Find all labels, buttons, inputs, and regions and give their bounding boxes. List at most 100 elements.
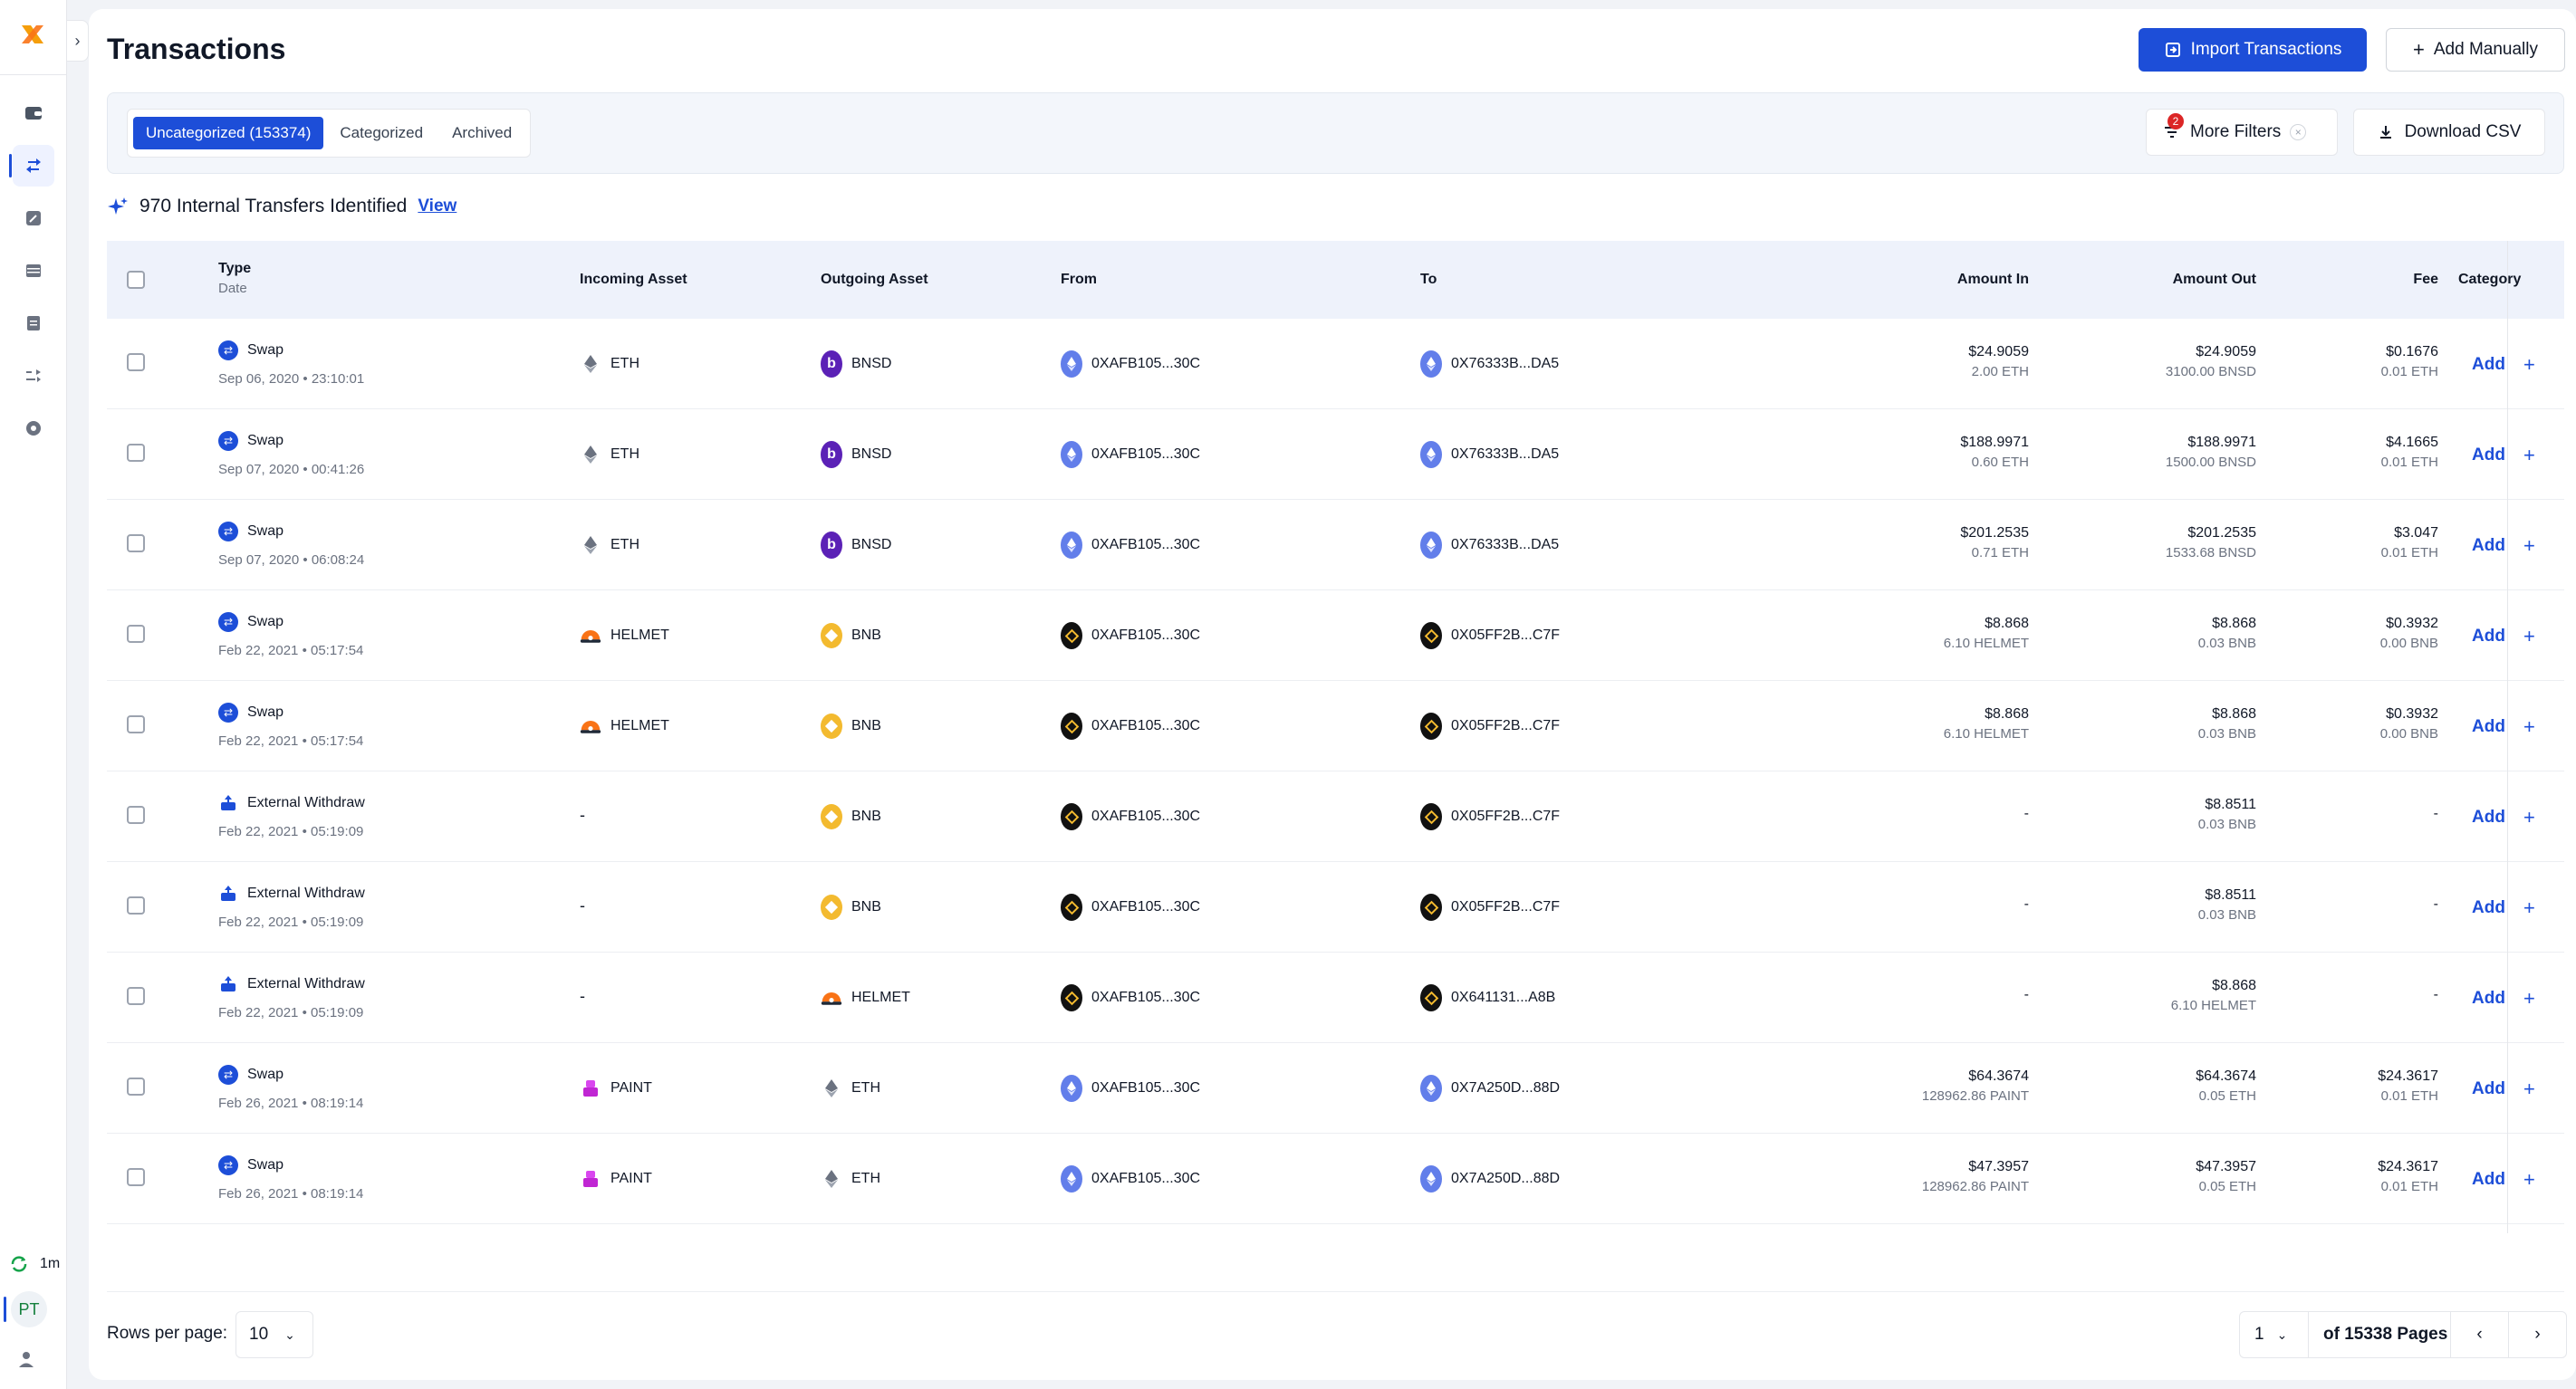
to-address[interactable]: 0X7A250D...88D bbox=[1420, 1165, 1560, 1193]
add-category-button[interactable]: Add + bbox=[2472, 715, 2535, 739]
select-all-checkbox[interactable] bbox=[127, 271, 145, 289]
outgoing-asset: BNB bbox=[821, 714, 881, 739]
rows-per-page-select[interactable]: 10 ⌄ bbox=[235, 1311, 313, 1358]
col-from[interactable]: From bbox=[1061, 272, 1097, 287]
amt-out-value: $8.8511 bbox=[2205, 797, 2256, 812]
table-row[interactable]: External Withdraw Feb 22, 2021 • 05:19:09… bbox=[107, 862, 2564, 953]
tab-archived[interactable]: Archived bbox=[452, 124, 513, 141]
add-category-button[interactable]: Add + bbox=[2472, 625, 2535, 648]
app-logo[interactable] bbox=[18, 20, 47, 49]
table-row[interactable]: ⇄ Swap Feb 22, 2021 • 05:17:54 HELMET BNB 0XA… bbox=[107, 590, 2564, 681]
table-row[interactable]: External Withdraw Feb 22, 2021 • 05:19:09… bbox=[107, 771, 2564, 862]
to-address[interactable]: 0X7A250D...88D bbox=[1420, 1075, 1560, 1102]
amt-in-cell: $64.3674 128962.86 PAINT bbox=[1848, 1068, 2029, 1104]
add-category-button[interactable]: Add + bbox=[2472, 987, 2535, 1011]
tab-uncategorized[interactable]: Uncategorized (153374) bbox=[133, 117, 324, 149]
row-checkbox[interactable] bbox=[127, 806, 145, 824]
to-address[interactable]: 0X05FF2B...C7F bbox=[1420, 803, 1560, 830]
col-amount-out[interactable]: Amount Out bbox=[2172, 272, 2256, 287]
sidebar-collapse-button[interactable]: › bbox=[67, 20, 89, 62]
row-checkbox[interactable] bbox=[127, 353, 145, 371]
table-header: Type Date Incoming Asset Outgoing Asset … bbox=[107, 241, 2564, 319]
row-checkbox[interactable] bbox=[127, 896, 145, 915]
date-label: Feb 22, 2021 • 05:17:54 bbox=[218, 733, 364, 749]
type-label: Swap bbox=[247, 523, 284, 539]
type-label: Swap bbox=[247, 614, 284, 629]
plus-icon: + bbox=[2523, 987, 2535, 1010]
row-checkbox[interactable] bbox=[127, 987, 145, 1005]
amt-in-token: 6.10 HELMET bbox=[1943, 726, 2029, 742]
col-amount-in[interactable]: Amount In bbox=[1956, 272, 2029, 287]
amt-in-token: 128962.86 PAINT bbox=[1921, 1179, 2029, 1194]
table-row[interactable]: ⇄ Swap Feb 26, 2021 • 08:19:14 PAINT ETH 0XAF… bbox=[107, 1134, 2564, 1224]
import-transactions-button[interactable]: Import Transactions bbox=[2139, 28, 2367, 72]
col-outgoing[interactable]: Outgoing Asset bbox=[821, 272, 928, 287]
sidebar-item-transactions[interactable] bbox=[9, 145, 54, 187]
sidebar-item-reports[interactable] bbox=[13, 302, 54, 344]
table-row[interactable]: ⇄ Swap Feb 22, 2021 • 05:17:54 HELMET BNB 0XA… bbox=[107, 681, 2564, 771]
col-type[interactable]: Type Date bbox=[218, 261, 251, 296]
from-address[interactable]: 0XAFB105...30C bbox=[1061, 532, 1200, 559]
add-category-button[interactable]: Add + bbox=[2472, 896, 2535, 920]
col-to[interactable]: To bbox=[1420, 272, 1437, 287]
to-address[interactable]: 0X76333B...DA5 bbox=[1420, 350, 1559, 378]
amt-out-cell: $8.8511 0.03 BNB bbox=[2075, 797, 2256, 832]
tab-categorized[interactable]: Categorized bbox=[340, 124, 424, 141]
to-address[interactable]: 0X76333B...DA5 bbox=[1420, 441, 1559, 468]
sidebar-item-table[interactable] bbox=[13, 250, 54, 292]
to-address[interactable]: 0X76333B...DA5 bbox=[1420, 532, 1559, 559]
view-internal-link[interactable]: View bbox=[418, 196, 457, 216]
row-checkbox[interactable] bbox=[127, 625, 145, 643]
sidebar-item-ledger[interactable] bbox=[13, 197, 54, 239]
col-fee[interactable]: Fee bbox=[2413, 272, 2438, 287]
add-category-button[interactable]: Add + bbox=[2472, 444, 2535, 467]
table-row[interactable]: External Withdraw Feb 22, 2021 • 05:19:09… bbox=[107, 953, 2564, 1043]
clear-filters-icon[interactable]: × bbox=[2290, 124, 2307, 140]
from-address[interactable]: 0XAFB105...30C bbox=[1061, 622, 1200, 649]
col-incoming[interactable]: Incoming Asset bbox=[580, 272, 687, 287]
download-csv-button[interactable]: Download CSV bbox=[2353, 109, 2545, 156]
to-address[interactable]: 0X641131...A8B bbox=[1420, 984, 1555, 1011]
user-icon[interactable] bbox=[16, 1349, 36, 1369]
row-checkbox[interactable] bbox=[127, 1168, 145, 1186]
to-address[interactable]: 0X05FF2B...C7F bbox=[1420, 713, 1560, 740]
next-page-button[interactable]: › bbox=[2508, 1312, 2566, 1357]
from-address[interactable]: 0XAFB105...30C bbox=[1061, 441, 1200, 468]
row-checkbox[interactable] bbox=[127, 534, 145, 552]
col-category[interactable]: Category bbox=[2458, 272, 2522, 287]
status-tabs: Uncategorized (153374) Categorized Archi… bbox=[127, 109, 532, 158]
from-address[interactable]: 0XAFB105...30C bbox=[1061, 350, 1200, 378]
row-checkbox[interactable] bbox=[127, 1078, 145, 1096]
add-category-button[interactable]: Add + bbox=[2472, 534, 2535, 558]
sidebar-item-wallets[interactable] bbox=[13, 92, 54, 134]
from-address[interactable]: 0XAFB105...30C bbox=[1061, 894, 1200, 921]
from-address[interactable]: 0XAFB105...30C bbox=[1061, 1165, 1200, 1193]
table-row[interactable]: ⇄ Swap Feb 26, 2021 • 08:19:14 PAINT ETH 0XAF… bbox=[107, 1043, 2564, 1134]
add-category-button[interactable]: Add + bbox=[2472, 1168, 2535, 1192]
fee-cell: $0.1676 0.01 ETH bbox=[2257, 344, 2438, 379]
avatar[interactable]: PT bbox=[11, 1291, 47, 1327]
add-category-button[interactable]: Add + bbox=[2472, 1078, 2535, 1101]
incoming-asset-label: ETH bbox=[610, 537, 639, 552]
sidebar-item-settings[interactable] bbox=[13, 407, 54, 449]
add-category-button[interactable]: Add + bbox=[2472, 353, 2535, 377]
row-checkbox[interactable] bbox=[127, 715, 145, 733]
sync-status[interactable]: 1m bbox=[9, 1254, 60, 1274]
type-label: Swap bbox=[247, 1157, 284, 1173]
to-address[interactable]: 0X05FF2B...C7F bbox=[1420, 622, 1560, 649]
from-address[interactable]: 0XAFB105...30C bbox=[1061, 984, 1200, 1011]
table-row[interactable]: ⇄ Swap Sep 06, 2020 • 23:10:01 ETH b BNSD 0XAF… bbox=[107, 319, 2564, 409]
add-manually-button[interactable]: + Add Manually bbox=[2386, 28, 2565, 72]
sidebar-item-reconcile[interactable] bbox=[13, 355, 54, 397]
to-address[interactable]: 0X05FF2B...C7F bbox=[1420, 894, 1560, 921]
table-row[interactable]: ⇄ Swap Sep 07, 2020 • 00:41:26 ETH b BNSD 0XAF… bbox=[107, 409, 2564, 500]
prev-page-button[interactable]: ‹ bbox=[2450, 1312, 2508, 1357]
type-cell: ⇄ Swap Sep 07, 2020 • 06:08:24 bbox=[218, 522, 364, 568]
from-address[interactable]: 0XAFB105...30C bbox=[1061, 1075, 1200, 1102]
row-checkbox[interactable] bbox=[127, 444, 145, 462]
from-address[interactable]: 0XAFB105...30C bbox=[1061, 803, 1200, 830]
from-address[interactable]: 0XAFB105...30C bbox=[1061, 713, 1200, 740]
add-category-button[interactable]: Add + bbox=[2472, 806, 2535, 829]
table-row[interactable]: ⇄ Swap Sep 07, 2020 • 06:08:24 ETH b BNSD 0XAF… bbox=[107, 500, 2564, 590]
page-select[interactable]: 1 ⌄ bbox=[2240, 1312, 2309, 1357]
